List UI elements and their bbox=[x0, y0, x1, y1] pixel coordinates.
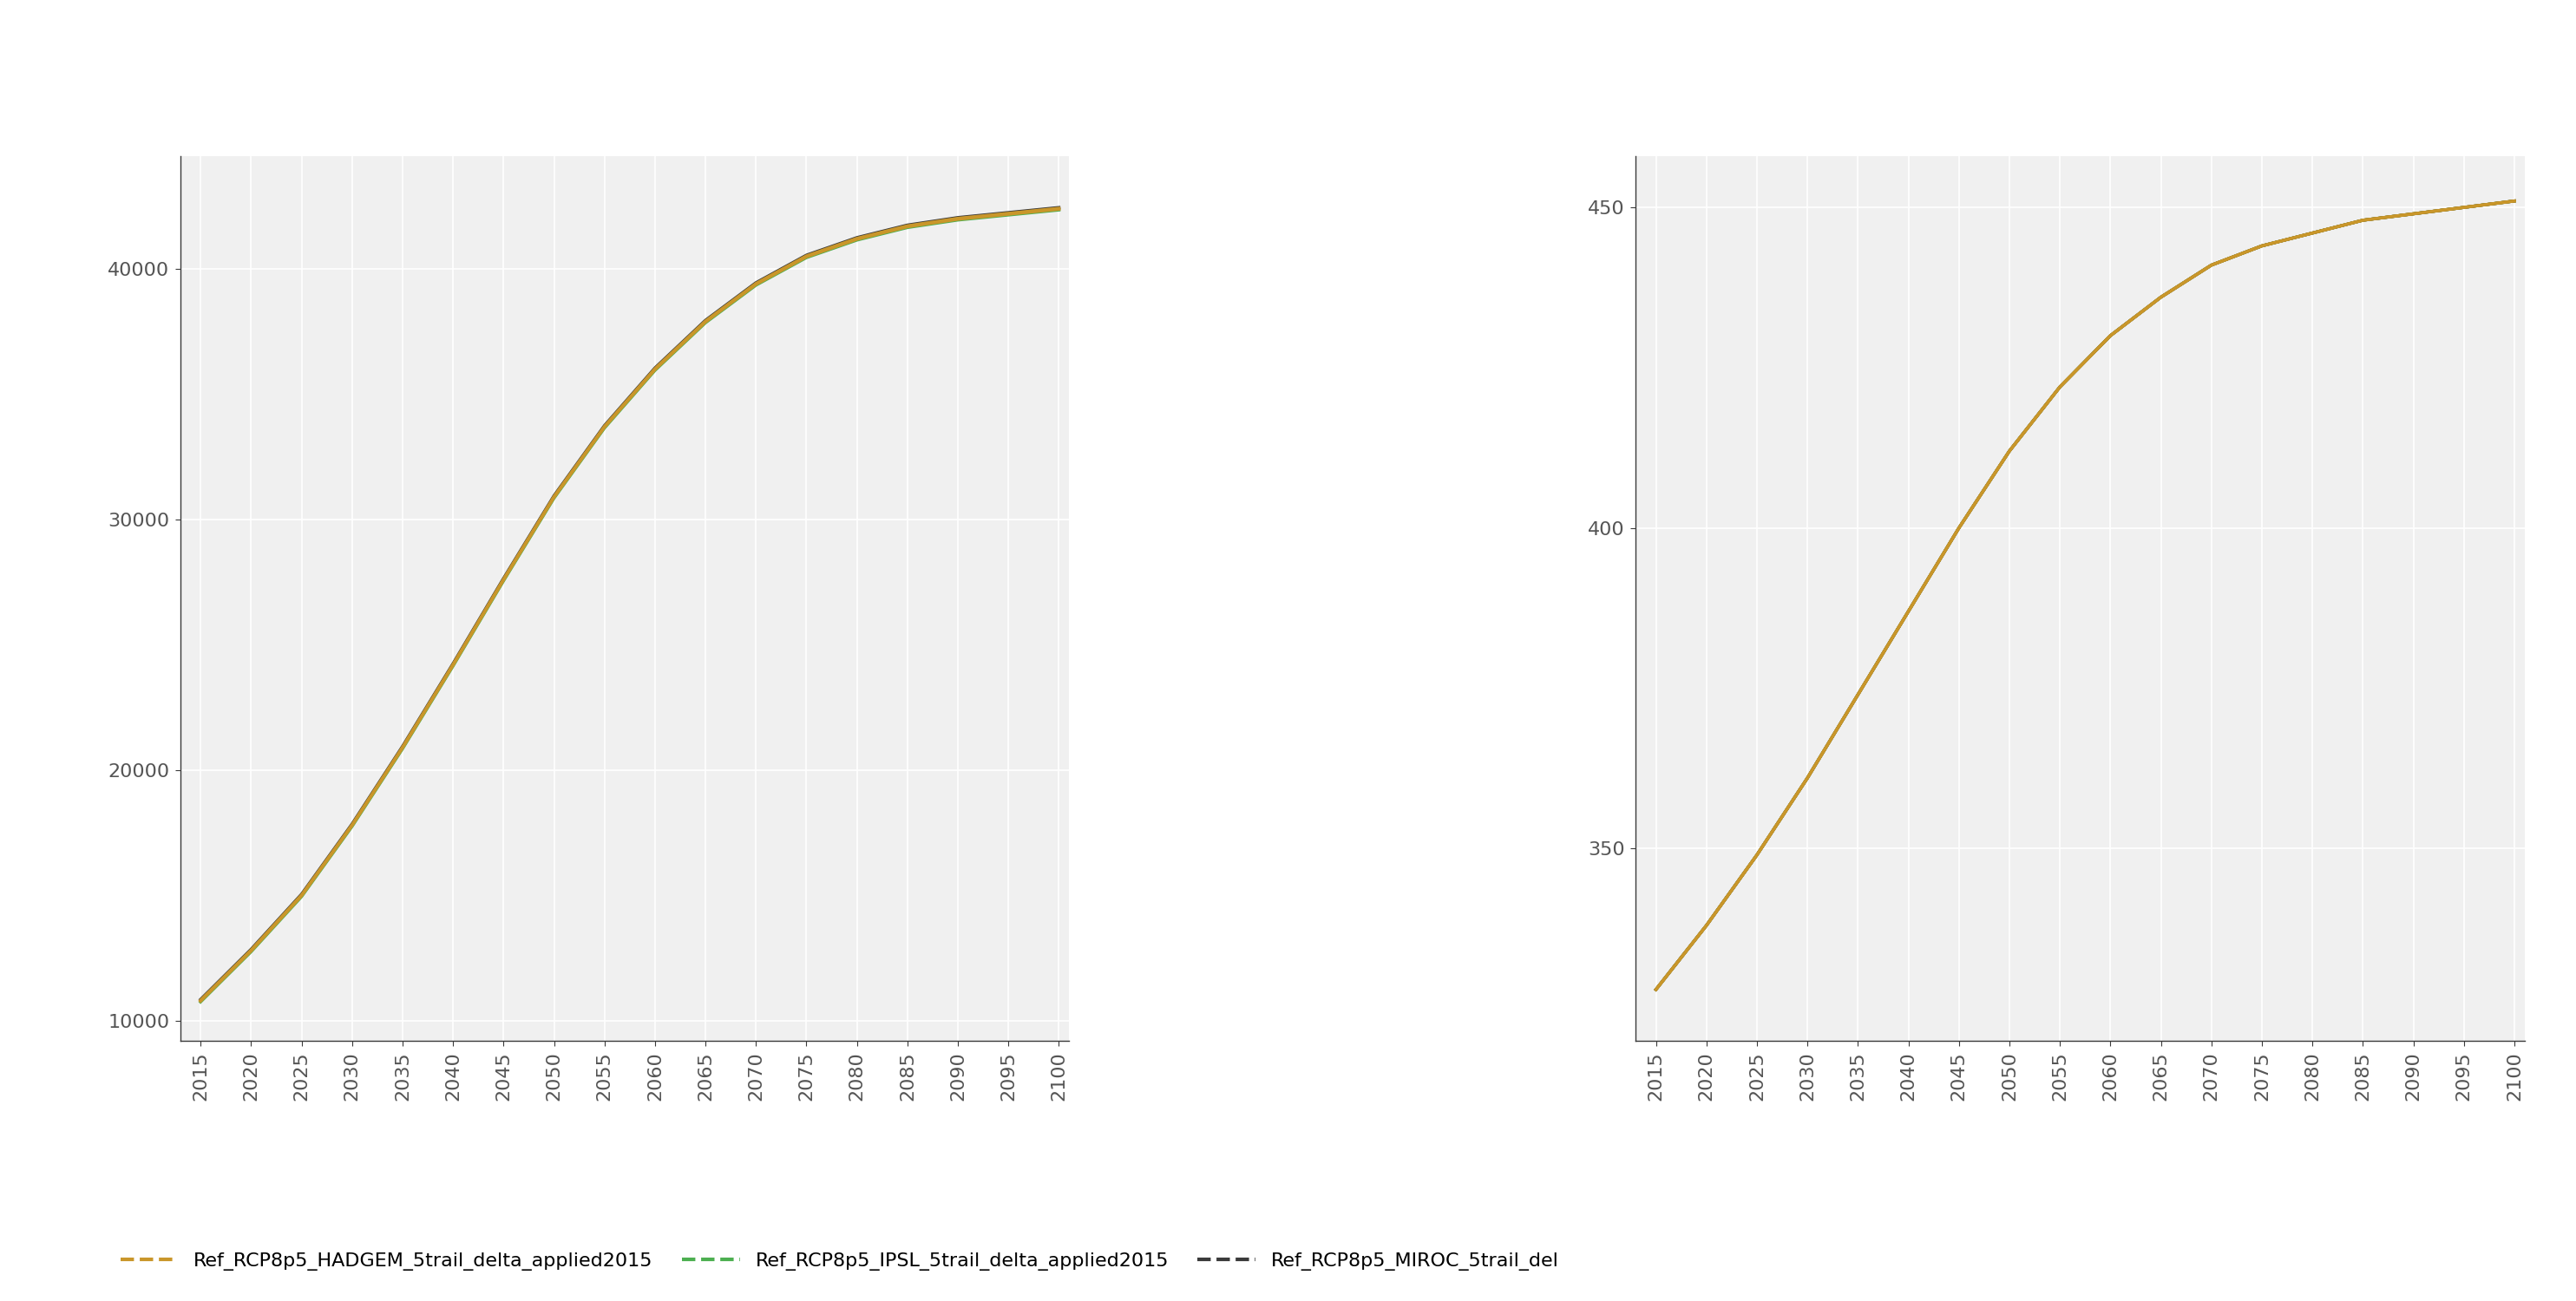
Legend: Ref_RCP8p5_HADGEM_5trail_delta_applied2015, Ref_RCP8p5_IPSL_5trail_delta_applied: Ref_RCP8p5_HADGEM_5trail_delta_applied20… bbox=[113, 1245, 1566, 1279]
Text: pop: pop bbox=[2056, 101, 2105, 126]
Text: gdp: gdp bbox=[600, 101, 649, 126]
